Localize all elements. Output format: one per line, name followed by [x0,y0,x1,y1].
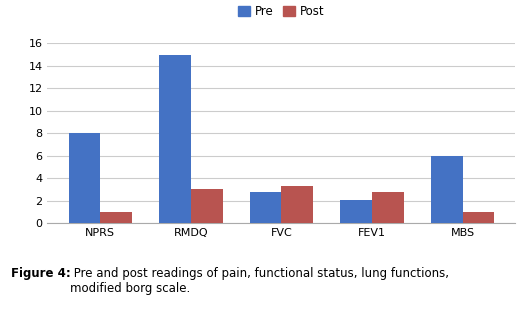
Bar [68,133,100,223]
Bar [431,156,462,223]
Text: Pre and post readings of pain, functional status, lung functions,
modified borg : Pre and post readings of pain, functiona… [70,267,449,294]
Bar [372,192,403,223]
Text: Figure 4:: Figure 4: [11,267,70,280]
Bar [100,212,132,223]
Bar [281,186,313,223]
Legend: Pre, Post: Pre, Post [234,1,329,23]
Bar [159,55,191,223]
Bar [462,212,494,223]
Bar [250,192,281,223]
Bar [191,189,222,223]
Bar [340,200,372,223]
